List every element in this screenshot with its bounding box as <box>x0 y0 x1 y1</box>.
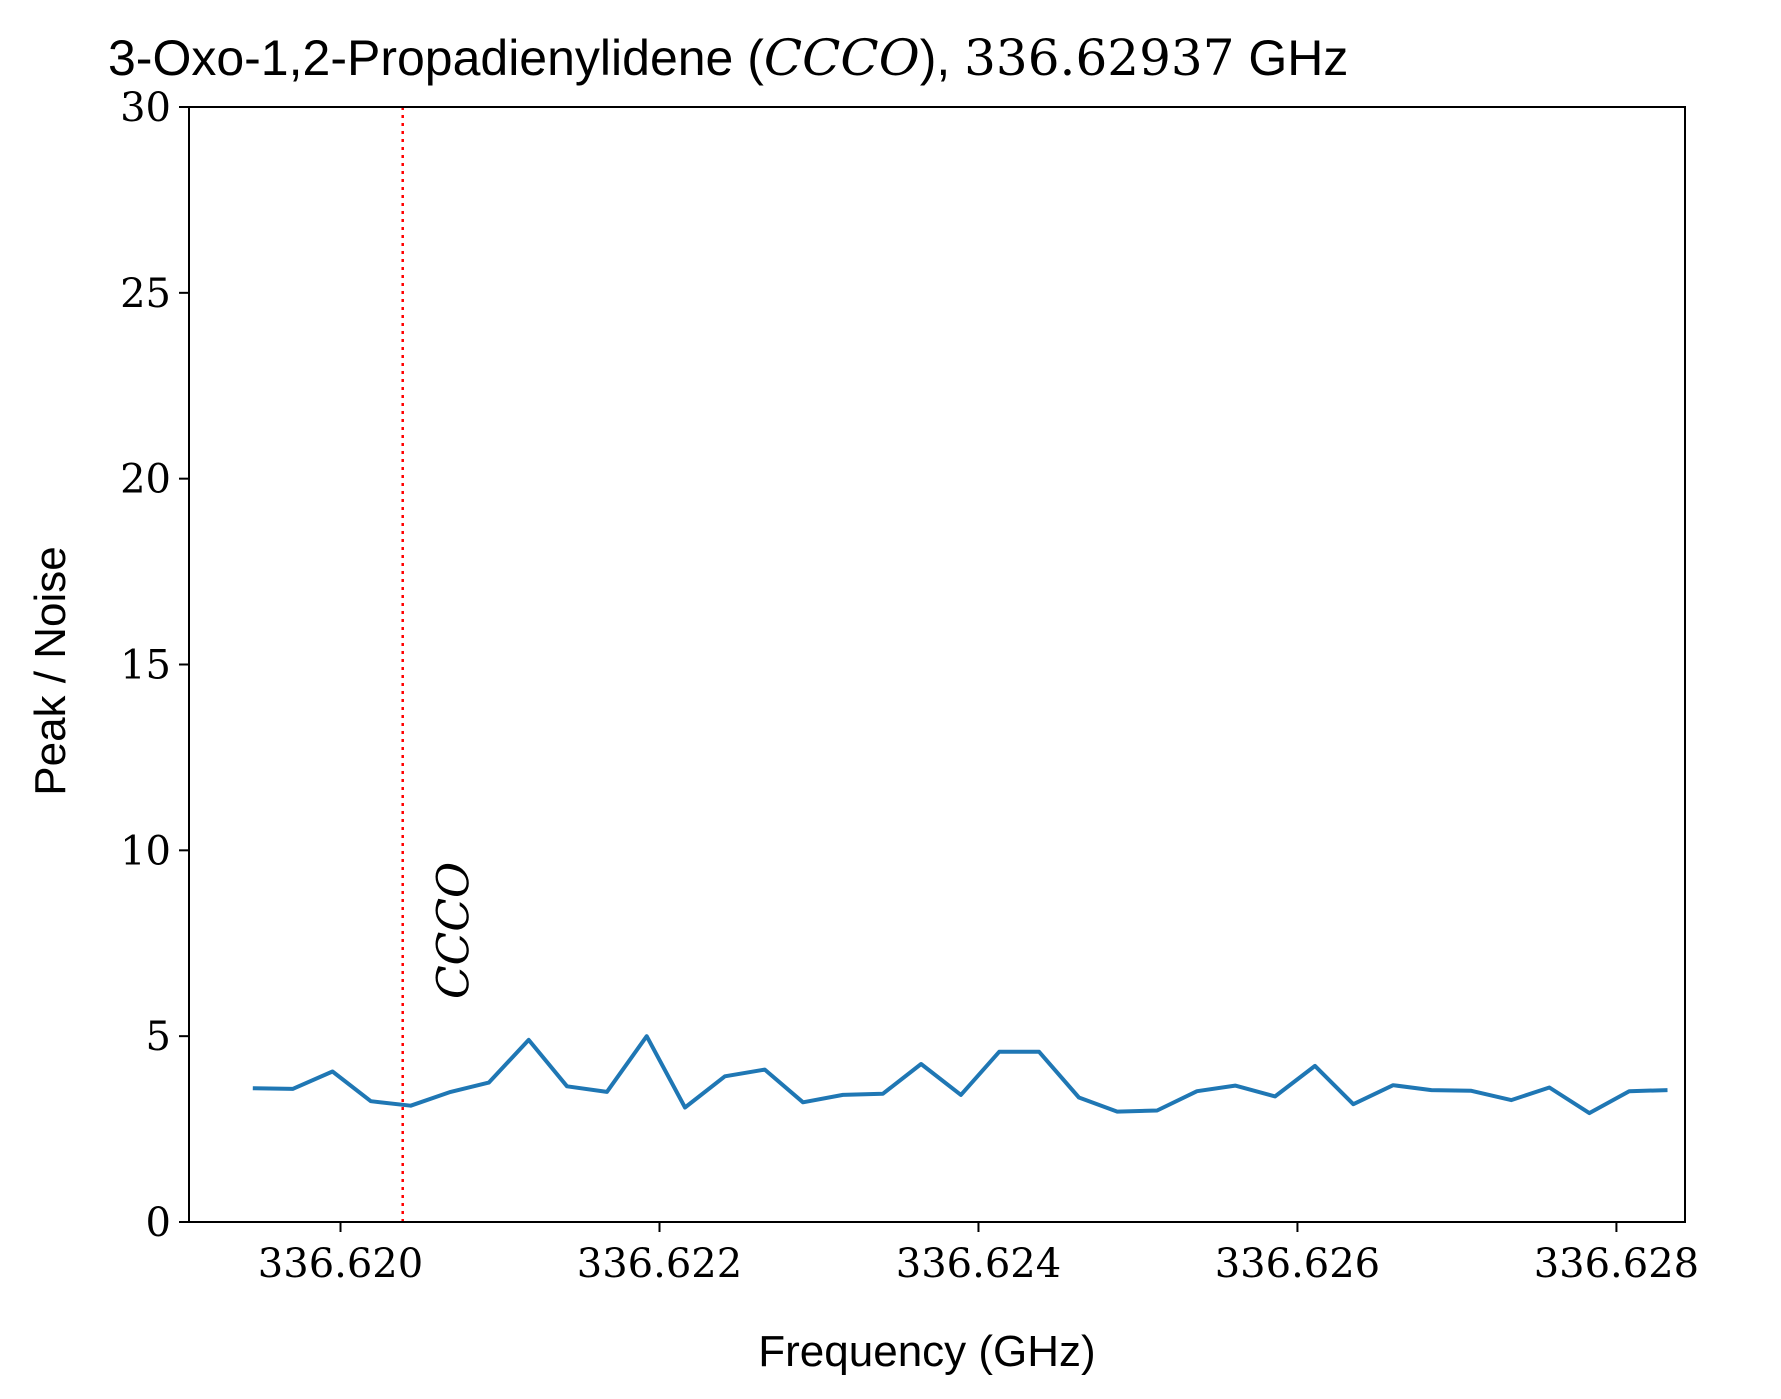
data-point <box>1509 1098 1513 1102</box>
x-axis-label: Frequency (GHz) <box>758 1327 1095 1376</box>
y-tick-label: 30 <box>120 85 171 131</box>
data-point <box>487 1081 491 1085</box>
data-point <box>1627 1089 1631 1093</box>
data-point <box>527 1038 531 1042</box>
x-tick-label: 336.624 <box>896 1241 1061 1287</box>
y-axis-label: Peak / Noise <box>26 546 75 795</box>
data-point <box>645 1034 649 1038</box>
data-point <box>1155 1109 1159 1113</box>
data-point <box>1469 1089 1473 1093</box>
y-tick-label: 10 <box>120 828 171 874</box>
data-point <box>881 1092 885 1096</box>
data-point <box>331 1069 335 1073</box>
data-point <box>959 1093 963 1097</box>
data-point <box>1429 1088 1433 1092</box>
y-tick-label: 25 <box>120 271 171 317</box>
y-tick-label: 20 <box>120 457 171 503</box>
data-point <box>841 1093 845 1097</box>
data-point <box>763 1068 767 1072</box>
data-point <box>1313 1064 1317 1068</box>
data-point <box>1391 1083 1395 1087</box>
data-point <box>1233 1084 1237 1088</box>
data-point <box>449 1090 453 1094</box>
data-point <box>1587 1111 1591 1115</box>
data-point <box>369 1099 373 1103</box>
annotation-label: CCCO <box>429 862 480 999</box>
y-tick-label: 5 <box>146 1014 171 1060</box>
y-tick-label: 0 <box>146 1200 171 1246</box>
data-point <box>1665 1088 1669 1092</box>
data-point <box>1547 1085 1551 1089</box>
data-point <box>605 1090 609 1094</box>
chart-title: 3-Oxo-1,2-Propadienylidene (CCCO), 336.6… <box>108 29 1348 87</box>
data-point <box>409 1104 413 1108</box>
data-point <box>723 1074 727 1078</box>
x-tick-label: 336.628 <box>1534 1241 1699 1287</box>
axes-frame <box>188 106 1686 1223</box>
data-point <box>1115 1110 1119 1114</box>
data-point <box>1195 1089 1199 1093</box>
data-point <box>1273 1094 1277 1098</box>
x-tick-label: 336.626 <box>1215 1241 1380 1287</box>
data-point <box>1037 1050 1041 1054</box>
data-point <box>919 1062 923 1066</box>
data-point <box>1077 1095 1081 1099</box>
series-line <box>252 1034 1668 1116</box>
x-tick-label: 336.622 <box>577 1241 742 1287</box>
x-tick-label: 336.620 <box>258 1241 423 1287</box>
data-point <box>801 1100 805 1104</box>
data-point <box>997 1050 1001 1054</box>
data-point <box>251 1086 255 1090</box>
y-tick-label: 15 <box>120 643 171 689</box>
data-point <box>683 1106 687 1110</box>
data-point <box>291 1087 295 1091</box>
plot-area: 0 5 10 15 20 25 30 336.620 336.622 336.624 336.626… <box>120 85 1699 1287</box>
data-point <box>565 1084 569 1088</box>
data-point <box>1351 1102 1355 1106</box>
